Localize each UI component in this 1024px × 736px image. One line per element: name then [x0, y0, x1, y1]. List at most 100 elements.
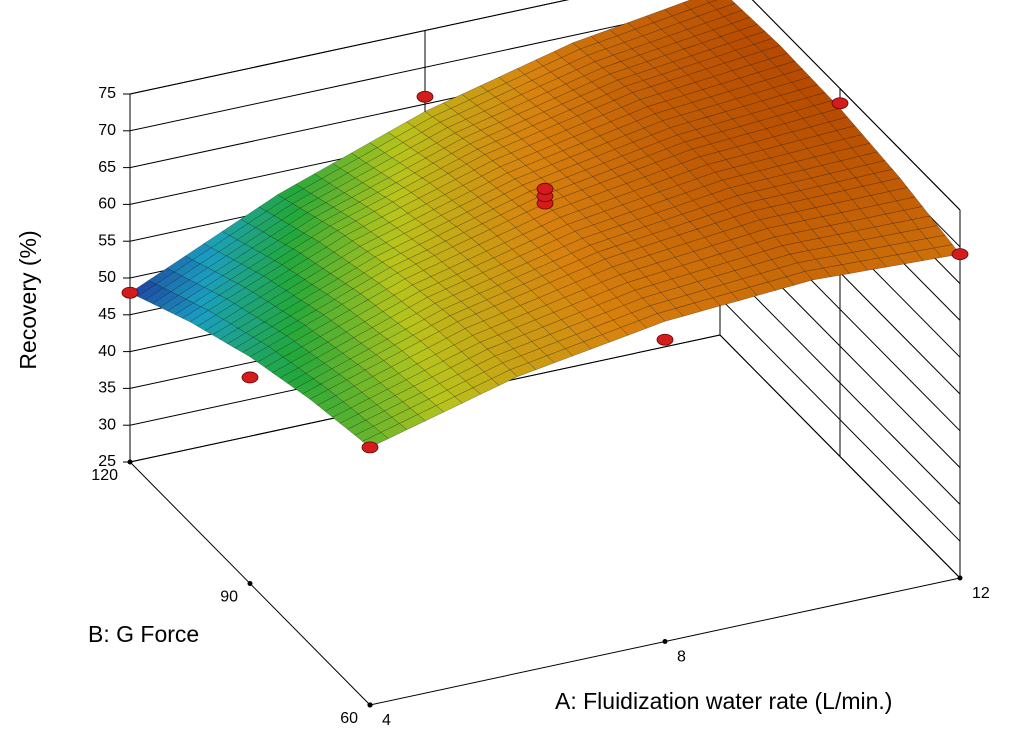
surface-facet — [526, 254, 554, 270]
design-point — [951, 248, 969, 261]
surface-facet — [878, 254, 906, 268]
surface-facet — [271, 315, 299, 332]
z-tick-label: 70 — [98, 122, 116, 139]
surface-facet — [693, 297, 721, 312]
surface-facet — [640, 141, 668, 157]
surface-facet — [590, 29, 618, 43]
surface-cell — [572, 0, 781, 93]
z-tick-label: 50 — [98, 269, 116, 286]
surface-facet — [447, 119, 474, 134]
z-tick-label: 45 — [98, 306, 116, 323]
z-tick-label: 30 — [98, 416, 116, 433]
surface-facet — [495, 133, 523, 148]
surface-facet — [264, 356, 292, 373]
surface-facet — [558, 115, 586, 131]
design-point — [831, 97, 849, 110]
surface-facet — [767, 276, 795, 291]
surface-facet — [589, 238, 617, 253]
surface-cell — [424, 42, 633, 155]
surface-facet — [616, 289, 643, 306]
surface-cell — [277, 111, 486, 231]
surface-facet — [632, 134, 660, 150]
y-axis-title: B: G Force — [88, 621, 199, 647]
surface-facet — [620, 320, 648, 336]
surface-facet — [600, 225, 628, 240]
surface-facet — [673, 148, 701, 164]
surface-facet — [560, 312, 588, 328]
surface-facet — [489, 220, 517, 237]
surface-facet — [595, 149, 623, 164]
surface-facet — [675, 302, 703, 317]
surface-facet — [561, 48, 588, 64]
surface-facet — [404, 270, 432, 286]
surface-facet — [464, 320, 492, 336]
surface-facet — [634, 22, 662, 37]
surface-facet — [549, 326, 577, 342]
surface-facet — [625, 176, 653, 192]
surface-facet — [428, 127, 456, 144]
surface-facet — [635, 67, 663, 81]
surface-cell — [604, 210, 813, 322]
surface-facet — [577, 156, 605, 171]
surface-facet — [847, 164, 875, 179]
surface-facet — [855, 173, 883, 187]
surface-facet — [710, 138, 738, 153]
box-edge — [369, 577, 961, 706]
surface-facet — [789, 250, 817, 264]
surface-facet — [785, 220, 813, 234]
surface-facet — [504, 283, 532, 299]
surface-facet — [509, 362, 537, 377]
surface-facet — [731, 16, 758, 31]
surface-facet — [657, 308, 684, 322]
surface-facet — [463, 223, 491, 239]
surface-facet — [754, 136, 782, 151]
surface-facet — [574, 224, 602, 239]
surface-facet — [752, 259, 780, 274]
z-tick-label: 25 — [98, 453, 116, 470]
surface-facet — [588, 142, 616, 157]
surface-facet — [762, 144, 790, 159]
box-edge — [751, 0, 961, 211]
surface-cell — [632, 45, 841, 150]
surface-facet — [765, 74, 793, 89]
surface-facet — [844, 186, 872, 200]
surface-cell — [129, 194, 338, 323]
surface-facet — [545, 297, 573, 313]
surface-facet — [704, 284, 732, 299]
surface-facet — [738, 24, 766, 38]
x-tick-label: 12 — [972, 585, 990, 602]
surface-cell — [752, 177, 961, 281]
surface-facet — [810, 121, 838, 136]
surface-cell — [249, 272, 458, 400]
surface-facet — [616, 73, 644, 87]
surface-facet — [234, 337, 262, 353]
surface-facet — [189, 310, 217, 327]
surface-facet — [638, 313, 666, 329]
surface-facet — [414, 162, 442, 179]
surface-facet — [401, 340, 429, 358]
surface-facet — [707, 209, 735, 224]
surface-facet — [870, 191, 898, 206]
design-point — [536, 182, 554, 195]
surface-facet — [756, 236, 783, 252]
surface-facet — [832, 147, 860, 162]
surface-facet — [896, 196, 923, 211]
surface-facet — [184, 243, 212, 261]
surface-facet — [681, 156, 708, 172]
surface-facet — [472, 378, 500, 395]
surface-facet — [746, 31, 773, 45]
surface-facet — [571, 244, 598, 261]
surface-facet — [327, 379, 355, 396]
surface-facet — [597, 35, 625, 50]
surface-facet — [390, 356, 418, 374]
z-axis-title: Recovery (%) — [15, 230, 41, 369]
surface-facet — [825, 138, 853, 153]
z-tick-label: 40 — [98, 343, 116, 360]
surface-facet — [218, 283, 246, 300]
z-tick-label: 35 — [98, 380, 116, 397]
surface-facet — [798, 84, 826, 99]
z-tick-label: 65 — [98, 159, 116, 176]
surface-facet — [614, 190, 642, 206]
surface-facet — [617, 120, 645, 136]
